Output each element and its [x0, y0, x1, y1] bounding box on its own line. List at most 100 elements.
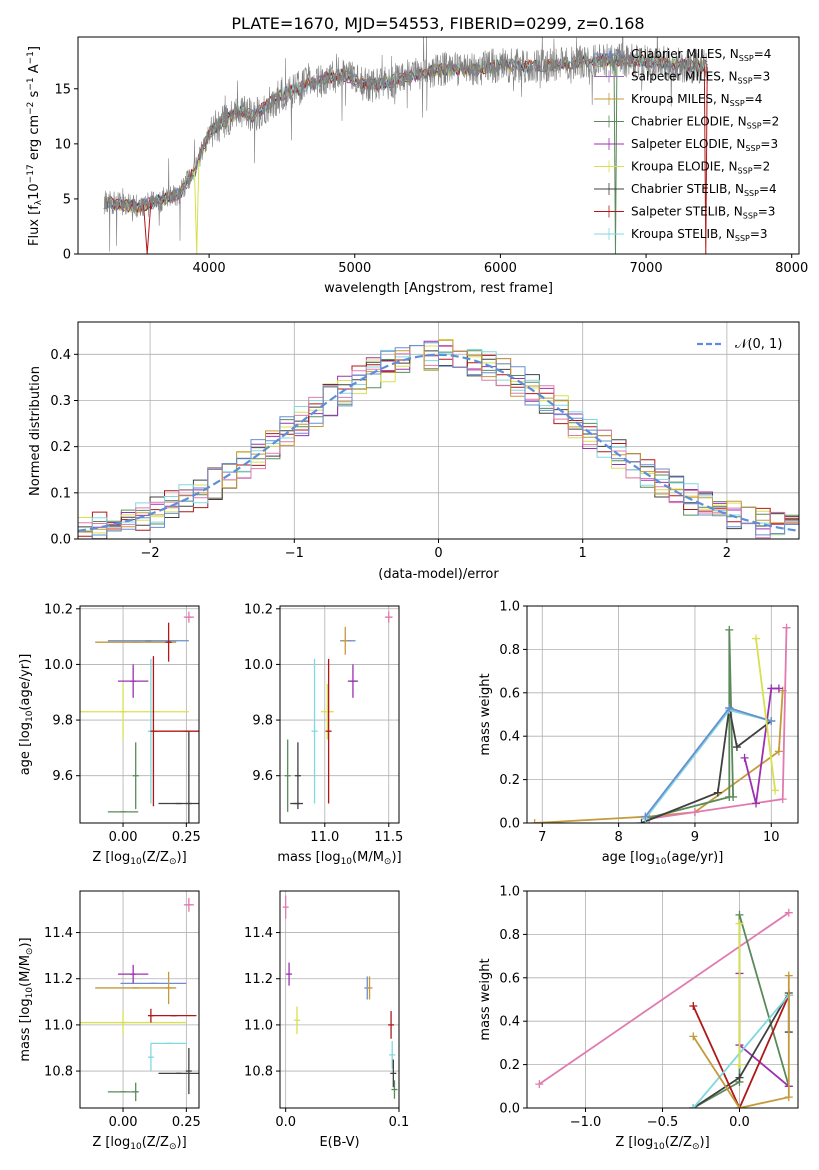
normal-curve	[78, 353, 799, 532]
weight-marker	[530, 819, 539, 823]
y-tick-label: 0.0	[499, 817, 520, 832]
weight-marker	[535, 1080, 544, 1089]
y-tick-label: 1.0	[499, 600, 520, 615]
y-tick-label: 1.0	[499, 885, 520, 900]
y-tick-label: 11.0	[244, 1018, 273, 1033]
x-axis-label: Z [log10(Z/Z⊙)]	[92, 1135, 186, 1152]
x-tick-label: 6000	[484, 261, 517, 276]
weight-marker	[767, 684, 776, 693]
axes-frame	[279, 605, 400, 824]
x-tick-label: 11.5	[374, 830, 403, 845]
legend-label: Salpeter ELODIE, NSSP=3	[631, 137, 778, 153]
weight-marker	[735, 1073, 744, 1082]
y-tick-label: 10.0	[44, 658, 73, 673]
axes-frame	[77, 36, 800, 255]
histogram-plot	[78, 339, 799, 539]
y-tick-label: 0.4	[499, 1015, 520, 1030]
weight-line	[641, 707, 772, 823]
y-tick-label: 10.8	[244, 1065, 273, 1080]
y-tick-label: 0.0	[50, 533, 71, 548]
x-tick-label: −1	[285, 546, 304, 561]
x-tick-label: 2	[723, 546, 731, 561]
model-dip-line	[143, 202, 152, 254]
x-tick-label: 0.1	[389, 1115, 410, 1130]
weight-marker	[637, 819, 646, 823]
y-tick-label: 0.2	[499, 1058, 520, 1073]
spectrum-plot	[103, 37, 708, 254]
x-tick-label: 11.0	[310, 830, 339, 845]
legend-label: Salpeter STELIB, NSSP=3	[631, 205, 775, 221]
weight-marker	[784, 908, 793, 917]
x-axis-label: wavelength [Angstrom, rest frame]	[324, 281, 553, 296]
weight-marker	[689, 1002, 698, 1011]
y-tick-label: 10.2	[44, 602, 73, 617]
y-tick-label: 0.4	[499, 730, 520, 745]
weight-marker	[690, 808, 699, 817]
y-tick-label: 0.3	[50, 394, 71, 409]
legend-label: Kroupa ELODIE, NSSP=2	[631, 160, 770, 176]
weight-marker	[735, 919, 744, 928]
x-tick-label: 0.25	[172, 1115, 201, 1130]
weight-marker	[740, 753, 749, 762]
weight-marker	[725, 703, 734, 712]
x-tick-label: 5000	[338, 261, 371, 276]
x-tick-label: 8	[614, 830, 622, 845]
y-tick-label: 11.2	[244, 972, 273, 987]
weight-marker	[689, 1032, 698, 1041]
legend-label: 𝒩(0, 1)	[735, 337, 782, 352]
y-tick-label: 0	[63, 248, 71, 263]
weight-line	[534, 690, 784, 823]
weight-line	[738, 973, 790, 1087]
weight-marker	[689, 1104, 698, 1108]
y-axis-label: Flux [fλ10−17 erg cm−2 s−1 A−1]	[26, 46, 44, 246]
model-dip-line	[194, 159, 200, 254]
line-plot	[535, 908, 793, 1108]
y-tick-label: 0.2	[499, 773, 520, 788]
y-tick-label: 9.6	[52, 769, 73, 784]
y-tick-label: 0.4	[50, 348, 71, 363]
figure-title: PLATE=1670, MJD=54553, FIBERID=0299, z=0…	[231, 14, 644, 33]
y-tick-label: 0.6	[499, 971, 520, 986]
weight-line	[644, 706, 772, 818]
weight-line	[755, 638, 776, 791]
axes-frame	[79, 605, 200, 824]
legend-label: Salpeter MILES, NSSP=3	[631, 70, 770, 86]
weight-marker	[774, 747, 783, 756]
weight-line	[645, 629, 734, 820]
y-tick-label: 9.8	[252, 714, 273, 729]
legend-label: Kroupa MILES, NSSP=4	[631, 92, 762, 108]
observed-spectrum-line	[103, 37, 708, 252]
y-tick-label: 10.8	[44, 1065, 73, 1080]
x-axis-label: E(B-V)	[319, 1135, 359, 1150]
scatter-plot	[80, 611, 199, 823]
x-tick-label: 0.00	[109, 830, 138, 845]
weight-marker	[725, 625, 734, 634]
y-tick-label: 10	[54, 137, 71, 152]
y-tick-label: 0.6	[499, 686, 520, 701]
weight-marker	[778, 795, 787, 804]
x-tick-label: −1.0	[570, 1115, 602, 1130]
weight-marker	[713, 788, 722, 797]
x-tick-label: 10	[763, 830, 780, 845]
y-tick-label: 5	[63, 192, 71, 207]
model-dip-line	[703, 66, 708, 254]
weight-marker	[732, 743, 741, 752]
y-tick-label: 9.8	[52, 714, 73, 729]
x-tick-label: 7000	[630, 261, 663, 276]
y-tick-label: 0.8	[499, 643, 520, 658]
weight-marker	[774, 684, 783, 693]
scatter-plot	[284, 611, 393, 812]
x-axis-label: Z [log10(Z/Z⊙)]	[92, 850, 186, 867]
y-tick-label: 11.4	[44, 926, 73, 941]
y-tick-label: 11.2	[44, 972, 73, 987]
scatter-plot	[282, 895, 398, 1099]
x-axis-label: age [log10(age/yr)]	[602, 850, 724, 867]
model-dip-line	[613, 60, 618, 254]
scatter-plot	[80, 897, 199, 1102]
weight-marker	[784, 971, 793, 980]
weight-marker	[771, 786, 780, 795]
weight-marker	[752, 799, 761, 808]
y-axis-label: mass weight	[478, 673, 493, 755]
y-axis-label: age [log10(age/yr)]	[18, 654, 35, 776]
